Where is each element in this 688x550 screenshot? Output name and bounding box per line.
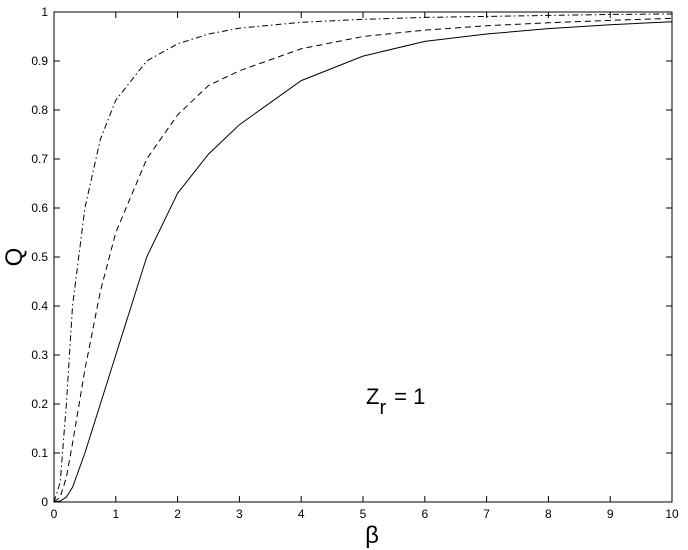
x-tick-label: 6 <box>421 507 428 521</box>
x-tick-label: 9 <box>607 507 614 521</box>
x-tick-label: 1 <box>112 507 119 521</box>
x-tick-label: 3 <box>236 507 243 521</box>
annotation: Zr = 1 <box>366 384 425 419</box>
y-tick-label: 0.7 <box>31 152 48 166</box>
annotation-suffix: = 1 <box>394 384 425 409</box>
x-tick-label: 5 <box>360 507 367 521</box>
y-tick-label: 0 <box>41 495 48 509</box>
y-tick-label: 0.2 <box>31 397 48 411</box>
x-tick-label: 4 <box>298 507 305 521</box>
x-tick-label: 2 <box>174 507 181 521</box>
y-tick-label: 0.4 <box>31 299 48 313</box>
y-axis-label: Q <box>1 248 28 267</box>
annotation-main: Z <box>366 384 379 409</box>
annotation-subscript: r <box>379 397 386 419</box>
x-tick-label: 0 <box>51 507 58 521</box>
y-tick-label: 0.8 <box>31 103 48 117</box>
line-series <box>53 21 673 503</box>
y-tick-label: 0.5 <box>31 250 48 264</box>
y-tick-label: 0.1 <box>31 446 48 460</box>
y-tick-label: 0.6 <box>31 201 48 215</box>
x-tick-label: 10 <box>665 507 679 521</box>
x-axis-label: β <box>365 522 379 549</box>
line-series <box>53 17 673 503</box>
x-tick-label: 7 <box>483 507 490 521</box>
y-tick-label: 0.9 <box>31 54 48 68</box>
y-tick-label: 1 <box>41 5 48 19</box>
x-tick-label: 8 <box>545 507 552 521</box>
line-series <box>53 13 673 503</box>
y-tick-label: 0.3 <box>31 348 48 362</box>
